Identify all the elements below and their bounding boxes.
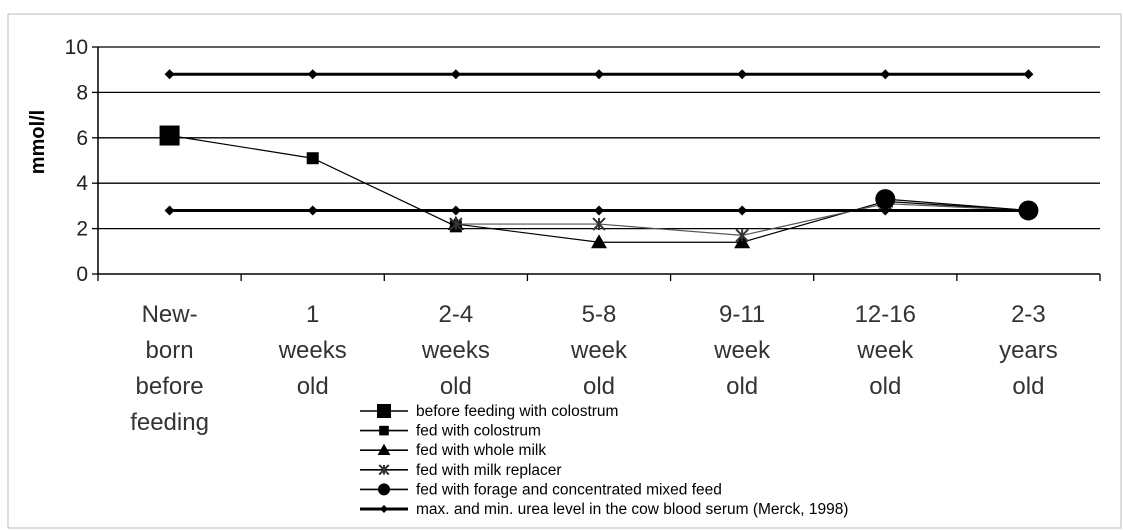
y-tick-label: 0	[76, 263, 88, 286]
y-tick-label: 10	[65, 36, 88, 59]
legend-item: fed with whole milk	[360, 442, 546, 459]
legend-item: before feeding with colostrum	[360, 403, 618, 420]
legend-item: fed with milk replacer	[360, 462, 562, 479]
series-line	[885, 198, 1029, 212]
y-axis-label: mmol/l	[27, 110, 49, 174]
category-label: 9-11 week old	[713, 301, 771, 400]
category-label-line: weeks	[421, 337, 490, 364]
category-label: 2-4 weeks old	[421, 301, 490, 400]
legend-label: fed with forage and concentrated mixed f…	[416, 481, 722, 498]
legend-item: max. and min. urea level in the cow bloo…	[360, 501, 848, 518]
y-tick-label: 4	[76, 172, 88, 195]
data-point	[163, 129, 176, 142]
legend-item: fed with colostrum	[360, 423, 541, 440]
category-label-line: 2-4	[439, 301, 474, 328]
category-label-line: old	[440, 373, 472, 400]
legend-label: fed with colostrum	[416, 423, 541, 440]
series	[163, 129, 462, 233]
data-point	[307, 69, 318, 80]
category-label-line: old	[1012, 373, 1044, 400]
category-label-line: 9-11	[719, 301, 765, 328]
data-point	[449, 217, 463, 231]
data-point	[880, 205, 891, 216]
data-point	[1023, 205, 1034, 216]
legend-marker	[377, 443, 391, 455]
legend-marker	[380, 505, 388, 513]
series	[164, 205, 1034, 216]
category-label-line: old	[583, 373, 615, 400]
category-label-line: 1	[306, 301, 319, 328]
data-point	[450, 205, 461, 216]
category-label-line: before	[136, 373, 204, 400]
data-point	[164, 69, 175, 80]
data-point	[735, 228, 749, 243]
y-tick-label: 6	[76, 127, 88, 150]
legend-marker	[378, 464, 390, 476]
y-tick-label: 2	[76, 218, 88, 241]
y-tick-label: 8	[76, 81, 88, 104]
category-label: 5-8 week old	[570, 301, 628, 400]
chart-border	[7, 13, 1122, 529]
legend-label: before feeding with colostrum	[416, 403, 618, 420]
category-label-line: New-	[142, 301, 198, 328]
series	[875, 189, 1039, 221]
category-label-line: old	[726, 373, 758, 400]
category-label-line: weeks	[278, 337, 347, 364]
category-label: 12-16 week old	[855, 301, 916, 400]
category-label-line: 5-8	[582, 301, 617, 328]
category-label-line: born	[146, 337, 194, 364]
data-point	[306, 152, 319, 165]
data-point	[594, 205, 604, 216]
series	[164, 69, 1034, 80]
category-label-line: old	[869, 373, 901, 400]
data-point	[592, 217, 606, 231]
legend-marker	[377, 404, 391, 418]
category-label: 1 weeks old	[278, 301, 347, 400]
data-point	[1023, 69, 1034, 80]
legend-marker	[379, 425, 389, 436]
category-label: 2-3 years old	[999, 301, 1058, 400]
category-label-line: 12-16	[855, 301, 916, 328]
data-point	[737, 69, 748, 80]
data-point	[591, 234, 607, 249]
data-point	[880, 69, 891, 80]
category-label-line: feeding	[130, 409, 209, 436]
category-label-line: week	[856, 337, 914, 364]
data-point	[164, 205, 175, 216]
data-point	[450, 69, 461, 80]
legend-label: max. and min. urea level in the cow bloo…	[416, 501, 848, 518]
legend-label: fed with whole milk	[416, 442, 546, 459]
category-label-line: week	[570, 337, 628, 364]
legend-marker	[378, 483, 390, 496]
legend-item: fed with forage and concentrated mixed f…	[360, 481, 722, 498]
legend-label: fed with milk replacer	[416, 462, 562, 479]
data-point	[594, 69, 604, 80]
category-label: New-born before feeding	[130, 301, 209, 436]
data-point	[737, 205, 748, 216]
category-label-line: 2-3	[1011, 301, 1046, 328]
data-point	[875, 189, 896, 210]
category-label-line: week	[713, 337, 771, 364]
data-point	[307, 205, 318, 216]
category-label-line: years	[999, 337, 1058, 364]
category-label-line: old	[297, 373, 329, 400]
